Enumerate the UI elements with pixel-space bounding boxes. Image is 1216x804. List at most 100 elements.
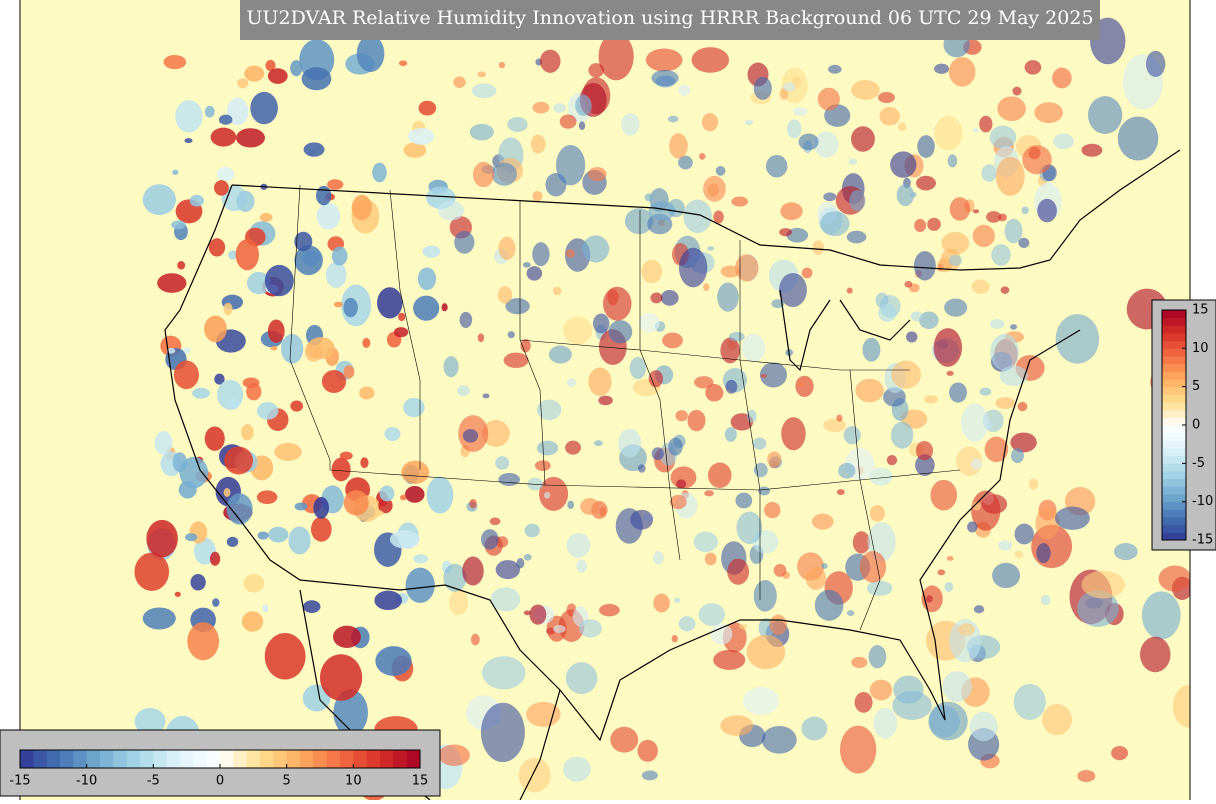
- rh-blob: [575, 95, 592, 116]
- rh-blob: [1117, 116, 1159, 161]
- rh-blob: [175, 100, 203, 133]
- rh-blob: [553, 103, 567, 113]
- colorbar-segment: [206, 750, 221, 768]
- rh-blob: [242, 377, 260, 388]
- rh-blob: [958, 623, 975, 636]
- colorbar-segment: [1162, 509, 1186, 518]
- rh-blob: [566, 378, 577, 388]
- rh-blob: [972, 224, 995, 248]
- rh-blob: [497, 286, 513, 304]
- rh-blob: [256, 490, 278, 505]
- rh-blob: [840, 725, 877, 774]
- rh-blob: [703, 175, 726, 202]
- rh-blob: [967, 521, 978, 533]
- rh-blob: [209, 551, 221, 566]
- rh-blob: [1172, 685, 1190, 728]
- rh-blob: [520, 339, 531, 353]
- colorbar-segment: [180, 750, 194, 768]
- rh-blob: [184, 138, 193, 144]
- rh-blob: [267, 68, 288, 84]
- rh-blob: [250, 91, 278, 125]
- rh-blob: [971, 490, 1001, 531]
- rh-blob: [999, 365, 1028, 386]
- colorbar-segment: [380, 750, 394, 768]
- rh-blob: [578, 619, 602, 638]
- rh-blob: [288, 526, 311, 555]
- rh-blob: [333, 689, 368, 736]
- rh-blob: [228, 250, 238, 260]
- rh-blob: [142, 184, 176, 216]
- rh-blob: [290, 60, 303, 77]
- rh-blob: [948, 254, 962, 267]
- title-box: [240, 0, 1100, 40]
- rh-blob: [986, 211, 1002, 223]
- rh-blob: [1024, 60, 1042, 75]
- colorbar-segment: [1162, 386, 1186, 395]
- rh-blob: [1036, 543, 1051, 564]
- rh-blob: [356, 35, 385, 73]
- colorbar-tick-label: 5: [283, 774, 291, 789]
- colorbar-segment: [1162, 409, 1186, 418]
- rh-blob: [878, 303, 897, 322]
- rh-blob: [316, 202, 341, 230]
- rh-blob: [302, 684, 331, 712]
- rh-blob: [713, 210, 724, 224]
- rh-blob: [259, 212, 273, 222]
- rh-blob: [678, 155, 693, 170]
- rh-blob: [851, 79, 880, 100]
- rh-blob: [379, 485, 395, 502]
- rh-blob: [1040, 594, 1051, 606]
- colorbar-segment: [1162, 524, 1186, 533]
- rh-blob: [1087, 96, 1123, 134]
- rh-blob: [393, 327, 409, 338]
- rh-blob: [359, 386, 375, 400]
- rh-blob: [673, 597, 681, 604]
- rh-blob: [582, 235, 610, 263]
- colorbar-segment: [1162, 310, 1186, 319]
- rh-blob: [710, 623, 733, 645]
- colorbar-tick-label: 0: [216, 774, 224, 789]
- rh-blob: [934, 115, 963, 151]
- rh-blob: [469, 498, 477, 509]
- rh-blob: [319, 654, 363, 701]
- colorbar-segment: [353, 750, 368, 768]
- rh-blob: [687, 409, 706, 432]
- rh-blob: [731, 196, 748, 207]
- colorbar-segment: [1162, 478, 1186, 487]
- rh-blob: [565, 662, 598, 695]
- rh-blob: [915, 440, 934, 461]
- colorbar-segment: [260, 750, 274, 768]
- rh-blob: [891, 360, 922, 389]
- rh-blob: [1004, 218, 1023, 244]
- rh-blob: [223, 488, 231, 497]
- rh-blob: [532, 101, 550, 114]
- rh-blob: [823, 418, 846, 433]
- rh-blob: [187, 622, 220, 661]
- rh-blob: [539, 476, 569, 511]
- rh-blob: [503, 352, 529, 368]
- rh-blob: [1052, 67, 1072, 89]
- rh-blob: [389, 530, 420, 549]
- rh-blob: [1035, 506, 1060, 540]
- rh-blob: [928, 701, 968, 741]
- rh-blob: [522, 262, 531, 268]
- rh-blob: [1140, 636, 1171, 673]
- colorbar-segment: [20, 750, 34, 768]
- colorbar-segment: [273, 750, 288, 768]
- colorbar-tick-label: -15: [1192, 533, 1213, 548]
- rh-blob: [236, 128, 265, 148]
- rh-blob: [821, 563, 828, 569]
- rh-blob: [862, 337, 881, 362]
- rh-blob: [339, 451, 353, 461]
- rh-blob: [969, 711, 998, 742]
- rh-blob: [851, 126, 875, 152]
- rh-blob: [372, 162, 387, 183]
- rh-blob: [817, 87, 840, 111]
- rh-blob: [578, 121, 586, 130]
- rh-blob: [523, 553, 532, 561]
- colorbar-segment: [46, 750, 61, 768]
- rh-blob: [883, 387, 906, 407]
- rh-blob: [699, 153, 706, 160]
- rh-blob: [915, 454, 935, 477]
- rh-blob: [866, 580, 893, 596]
